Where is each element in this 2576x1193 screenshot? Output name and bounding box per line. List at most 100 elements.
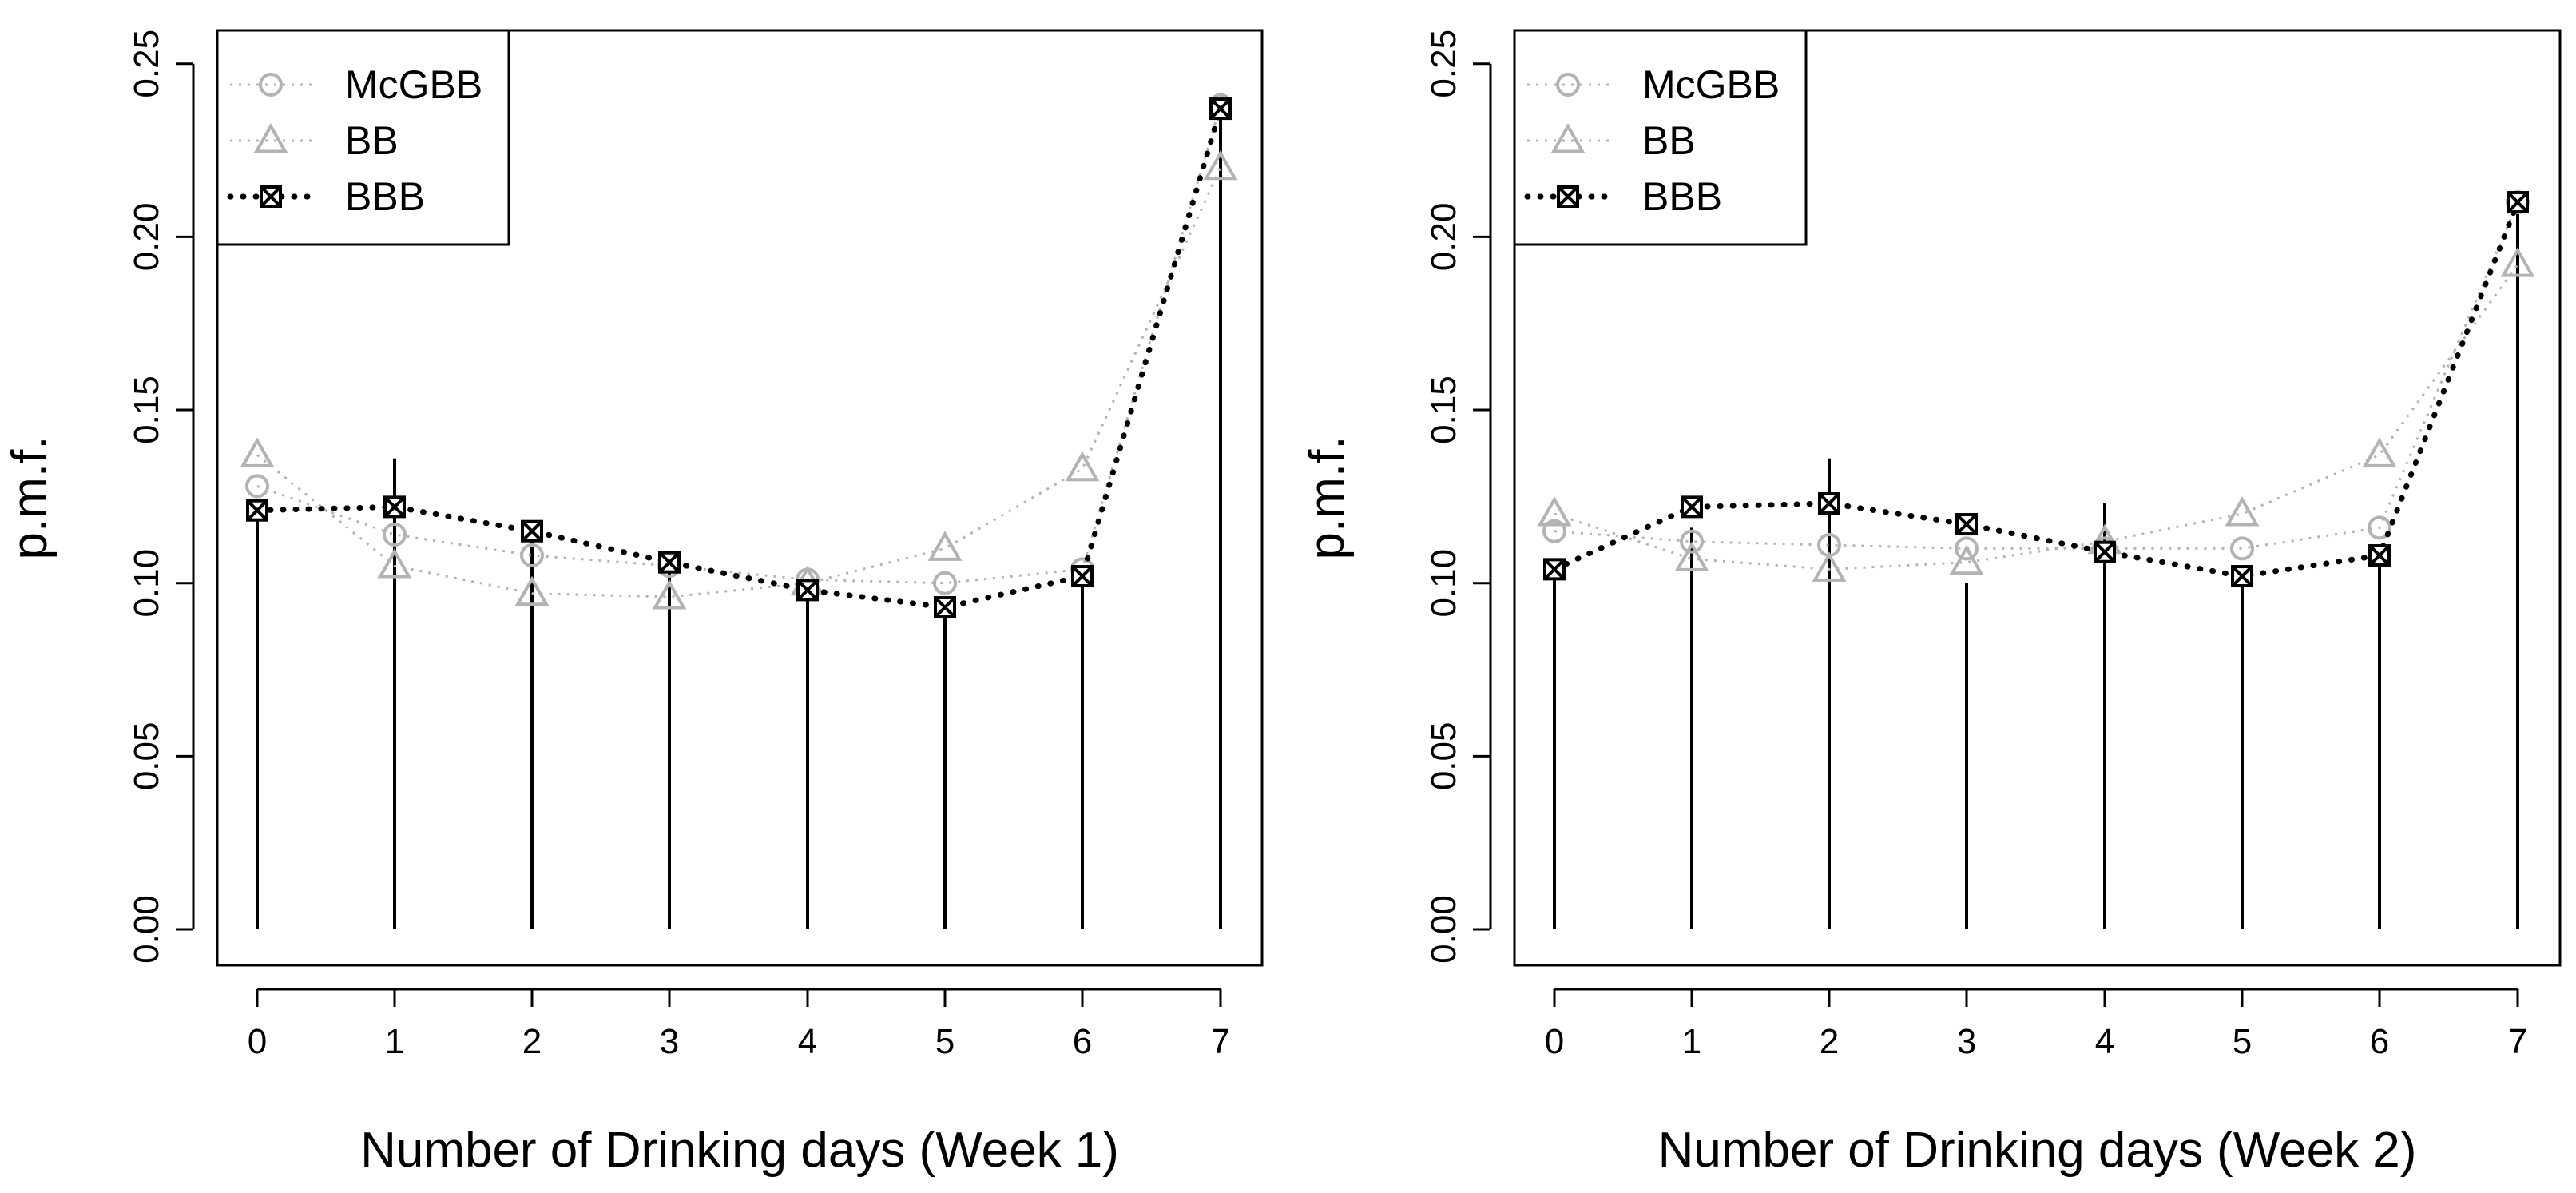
data-point	[1071, 565, 1094, 588]
marker-cross	[2231, 565, 2253, 587]
y-tick-label: 0.15	[127, 376, 166, 444]
legend-label: BB	[345, 118, 399, 163]
data-point	[934, 596, 956, 619]
series-line	[1551, 199, 2521, 579]
data-point	[520, 543, 544, 568]
data-point	[1955, 536, 1979, 561]
data-point	[1065, 451, 1100, 482]
y-tick-label: 0.05	[1424, 722, 1463, 791]
x-tick-label: 0	[1545, 1022, 1564, 1061]
data-point	[245, 474, 269, 499]
series-bb	[1537, 247, 2535, 582]
legend-marker	[1550, 122, 1586, 153]
x-tick-label: 1	[385, 1022, 404, 1061]
y-tick-label: 0.15	[1424, 376, 1463, 444]
x-axis-label: Number of Drinking days (Week 1)	[360, 1123, 1119, 1178]
marker-cross	[246, 499, 268, 522]
y-tick-label: 0.00	[1424, 895, 1463, 964]
series-line	[1554, 264, 2519, 571]
marker-cross	[1071, 565, 1094, 587]
x-tick-label: 5	[2233, 1022, 2252, 1061]
marker-cross	[658, 551, 681, 574]
plot-frame	[216, 29, 1264, 967]
data-point	[521, 519, 543, 543]
x-tick-label: 7	[2508, 1022, 2527, 1061]
y-tick-label: 0.00	[127, 895, 166, 964]
y-tick-label: 0.25	[127, 30, 166, 98]
legend-marker	[253, 122, 288, 153]
y-tick-label: 0.20	[127, 203, 166, 272]
data-point	[240, 437, 275, 467]
x-tick-label: 3	[1957, 1022, 1976, 1061]
data-point	[1681, 495, 1703, 519]
series-bbb	[1543, 191, 2529, 588]
data-point	[2231, 565, 2253, 588]
data-point	[927, 531, 963, 561]
y-axis-label: p.m.f.	[1300, 435, 1355, 559]
data-point	[1680, 529, 1704, 554]
marker-cross	[934, 596, 956, 618]
data-point	[658, 551, 681, 574]
marker-cross	[1681, 495, 1703, 518]
data-point	[383, 495, 406, 519]
data-point	[2362, 437, 2397, 467]
marker-cross	[2094, 541, 2116, 563]
series-line	[254, 105, 1224, 610]
data-point	[383, 523, 407, 547]
data-point	[1674, 541, 1709, 571]
y-tick-label: 0.10	[127, 549, 166, 618]
data-point	[1203, 149, 1238, 181]
y-axis-label: p.m.f.	[2, 435, 58, 559]
legend-label: BB	[1642, 118, 1696, 163]
x-tick-label: 2	[522, 1022, 542, 1061]
y-tick-label: 0.20	[1424, 203, 1463, 272]
data-point	[2230, 536, 2254, 561]
legend-label: BBB	[345, 174, 425, 219]
marker-cross	[521, 520, 543, 543]
legend-label: BBB	[1642, 174, 1722, 219]
x-tick-label: 2	[1820, 1022, 1839, 1061]
panel-1: 0.00 0.05 0.10 0.15 0.20 0.25 0 1 2 3 4 5 6 7 Number o…	[2, 29, 1264, 1178]
series-bbb	[246, 97, 1232, 619]
data-point	[1209, 97, 1232, 121]
y-tick-label: 0.25	[1424, 30, 1463, 98]
marker-cross	[1543, 558, 1566, 580]
x-axis-label: Number of Drinking days (Week 2)	[1658, 1123, 2417, 1178]
x-tick-label: 4	[798, 1022, 817, 1061]
legend-label: McGBB	[1642, 62, 1780, 107]
data-point	[2368, 515, 2391, 540]
data-point	[1818, 492, 1840, 515]
data-point	[2500, 247, 2535, 277]
data-point	[1955, 513, 1978, 536]
legend-marker	[1556, 73, 1580, 97]
data-point	[1542, 519, 1566, 543]
marker-cross	[796, 579, 819, 601]
y-tick-label: 0.05	[127, 722, 166, 791]
x-tick-label: 4	[2095, 1022, 2114, 1061]
data-point	[933, 571, 957, 595]
y-tick-label: 0.10	[1424, 549, 1463, 618]
data-point	[2225, 496, 2260, 527]
x-tick-label: 5	[935, 1022, 955, 1061]
marker-cross	[1557, 185, 1579, 208]
series-line	[256, 105, 1222, 585]
data-point	[2507, 191, 2529, 214]
x-tick-label: 3	[660, 1022, 679, 1061]
x-tick-label: 6	[1073, 1022, 1092, 1061]
data-point	[796, 579, 819, 602]
legend-marker	[259, 73, 283, 97]
data-point	[1537, 496, 1572, 527]
data-point	[2368, 544, 2391, 567]
data-point	[246, 499, 268, 522]
data-point	[514, 575, 550, 606]
legend-marker	[1557, 185, 1579, 208]
marker-cross	[1818, 492, 1840, 515]
data-point	[377, 548, 412, 579]
x-tick-label: 6	[2370, 1022, 2389, 1061]
data-point	[2094, 540, 2116, 563]
legend-label: McGBB	[345, 62, 482, 107]
x-tick-label: 1	[1682, 1022, 1701, 1061]
marker-cross	[260, 185, 282, 208]
